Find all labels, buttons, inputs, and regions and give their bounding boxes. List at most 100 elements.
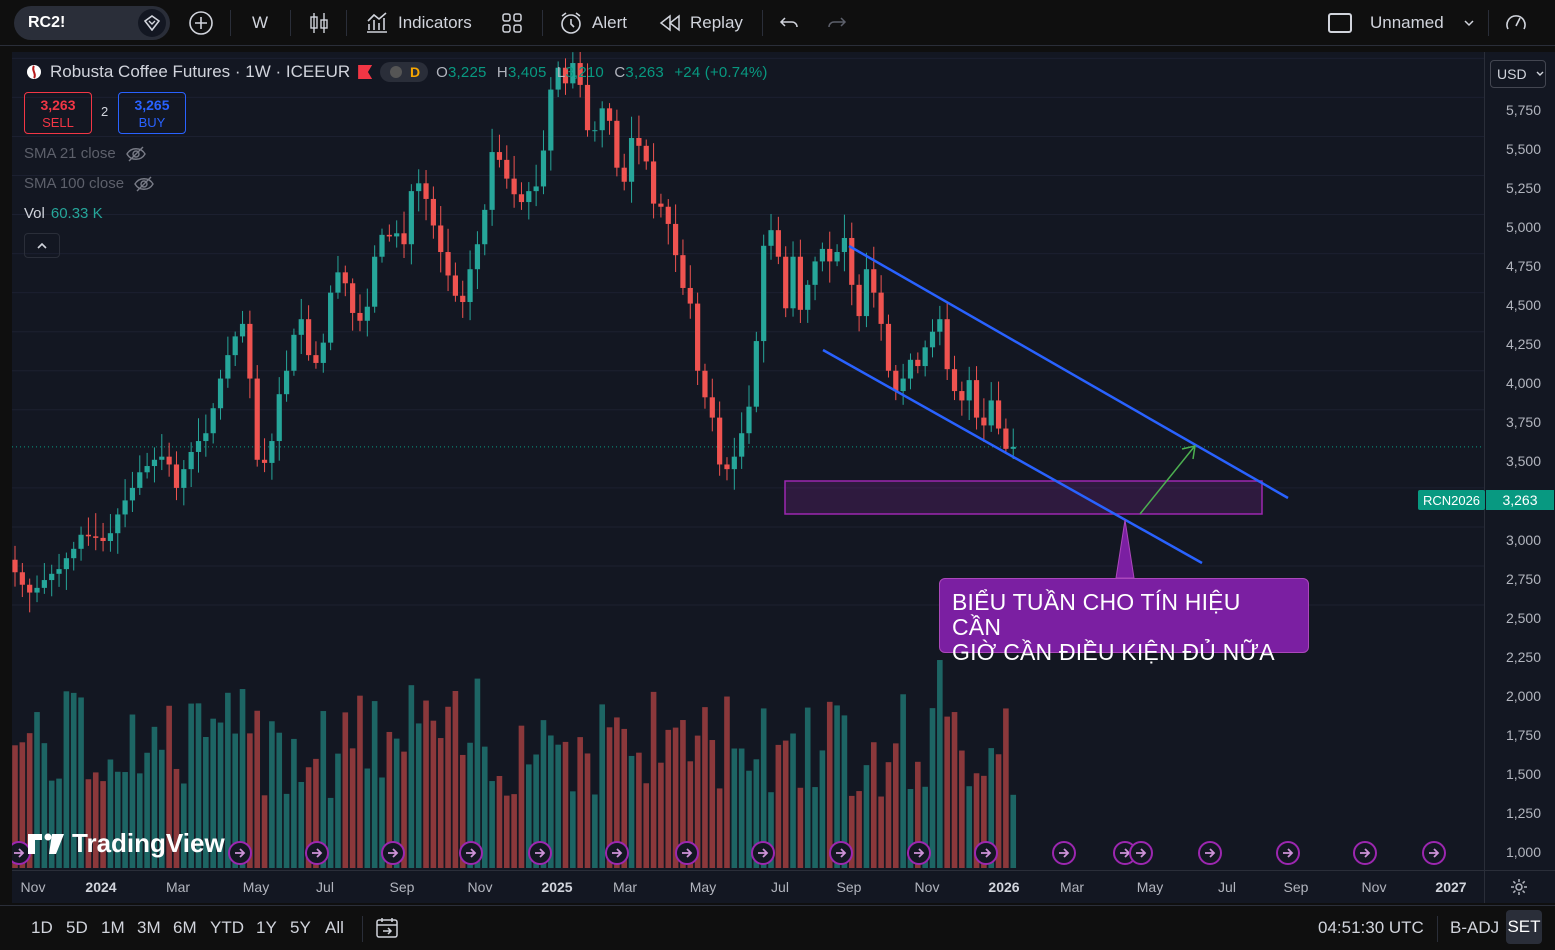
volume-bar [467, 742, 473, 868]
left-toolbar-edge [0, 46, 12, 905]
candle-body [41, 580, 47, 588]
candle-body [386, 234, 392, 237]
candle-body [856, 284, 862, 317]
layout-name-button[interactable]: Unnamed [1370, 8, 1476, 38]
top-toolbar: RC2! W Indicators Alert Replay Unnamed [0, 0, 1555, 46]
range-button-6m[interactable]: 6M [173, 918, 197, 937]
sell-price: 3,263 [40, 97, 76, 113]
adjustment-toggle[interactable]: B-ADJ [1450, 918, 1500, 937]
candle-body [27, 584, 33, 593]
candle-body [129, 487, 136, 501]
diamond-icon[interactable] [138, 9, 166, 37]
price-label: 4,500 [1505, 297, 1541, 313]
buy-button[interactable]: 3,265 BUY [118, 92, 186, 134]
volume-bar [203, 737, 209, 868]
volume-bar [415, 723, 422, 868]
range-button-all[interactable]: All [325, 918, 344, 937]
volume-bar [944, 716, 950, 868]
replay-button[interactable]: Replay [658, 8, 743, 38]
redo-button[interactable] [826, 8, 848, 38]
volume-bar [658, 762, 664, 868]
sell-button[interactable]: 3,263 SELL [24, 92, 92, 134]
indicator-sma-21[interactable]: SMA 21 close [24, 145, 146, 162]
volume-bar [430, 720, 437, 868]
goto-date-button[interactable] [374, 915, 400, 946]
indicator-volume[interactable]: Vol 60.33 K [24, 205, 103, 222]
axis-settings-corner[interactable] [1484, 870, 1555, 903]
volume-bar [393, 738, 400, 868]
alert-button[interactable]: Alert [558, 8, 627, 38]
volume-bar [335, 753, 341, 868]
volume-bar [401, 751, 407, 868]
range-button-5d[interactable]: 5D [66, 918, 88, 937]
interval-button[interactable]: W [252, 8, 268, 38]
settlement-toggle[interactable]: SET [1506, 910, 1542, 944]
candle-body [1010, 446, 1016, 449]
candle-body [12, 559, 18, 573]
time-label: Sep [836, 879, 862, 895]
time-axis[interactable]: Nov 2024 Mar May Jul Sep Nov 2025 Mar May Jul Sep No… [12, 870, 1484, 903]
interval-label: W [252, 13, 269, 32]
range-button-1m[interactable]: 1M [101, 918, 125, 937]
event-marker-arrow [14, 848, 25, 858]
range-button-5y[interactable]: 5Y [290, 918, 311, 937]
candle-body [599, 108, 605, 131]
candle-body [379, 234, 385, 257]
volume-bar [907, 789, 914, 868]
event-marker-arrow [758, 848, 769, 858]
templates-button[interactable] [500, 8, 524, 38]
volume-bar [709, 740, 716, 868]
event-marker-arrow [836, 848, 847, 858]
indicator-sma-100[interactable]: SMA 100 close [24, 175, 154, 192]
volume-bar [283, 793, 290, 868]
candle-body [665, 206, 671, 224]
range-button-1y[interactable]: 1Y [256, 918, 277, 937]
undo-button[interactable] [778, 8, 800, 38]
candle-body [181, 469, 187, 488]
flag-icon[interactable] [358, 65, 373, 79]
candle-body [63, 558, 69, 570]
volume-bar [291, 738, 297, 868]
event-marker-arrow [612, 848, 623, 858]
chevron-down-icon [1464, 20, 1474, 27]
candle-body [254, 378, 260, 460]
volume-bar [70, 692, 77, 868]
price-axis[interactable]: 5,750 5,500 5,250 5,000 4,750 4,500 4,250 4,000… [1484, 52, 1555, 870]
candle-body [673, 223, 679, 256]
volume-bar [1003, 708, 1009, 868]
volume-bar [702, 707, 708, 868]
utc-clock[interactable]: 04:51:30 UTC [1318, 918, 1424, 937]
currency-selector[interactable]: USD [1490, 60, 1546, 88]
candle-body [783, 256, 789, 309]
symbol-search[interactable]: RC2! [14, 6, 170, 40]
last-price-tag: 3,263 [1486, 490, 1554, 510]
price-chart[interactable] [12, 52, 1484, 870]
add-symbol-button[interactable] [188, 8, 214, 38]
quick-search-button[interactable] [1504, 8, 1528, 38]
time-label: Mar [1059, 879, 1085, 895]
range-button-ytd[interactable]: YTD [210, 918, 244, 937]
layout-icon[interactable] [1328, 13, 1352, 33]
volume-bar [782, 740, 789, 868]
undo-icon [779, 17, 798, 28]
candle-body [739, 433, 745, 457]
range-button-1d[interactable]: 1D [31, 918, 53, 937]
plus-circle-icon [189, 11, 213, 35]
callout-annotation[interactable]: BIỂU TUẦN CHO TÍN HIỆU CẦN GIỜ CẦN ĐIỀU … [939, 578, 1309, 665]
volume-bar [41, 743, 48, 868]
collapse-legend-button[interactable] [24, 233, 60, 258]
chart-type-button[interactable] [308, 8, 330, 38]
volume-bar [85, 779, 92, 868]
volume-value: 60.33 K [50, 205, 103, 222]
event-marker-arrow [1136, 848, 1147, 858]
volume-bar [173, 768, 180, 868]
time-label: Mar [612, 879, 638, 895]
delayed-badge[interactable]: D [380, 62, 429, 82]
volume-bar [225, 692, 231, 868]
chart-pane[interactable]: Robusta Coffee Futures · 1W · ICEEUR D O… [12, 52, 1484, 870]
tradingview-logo[interactable]: TradingView [26, 828, 225, 859]
indicators-button[interactable]: Indicators [364, 8, 472, 38]
range-button-3m[interactable]: 3M [137, 918, 161, 937]
volume-bar [650, 691, 657, 868]
replay-label: Replay [690, 13, 743, 32]
